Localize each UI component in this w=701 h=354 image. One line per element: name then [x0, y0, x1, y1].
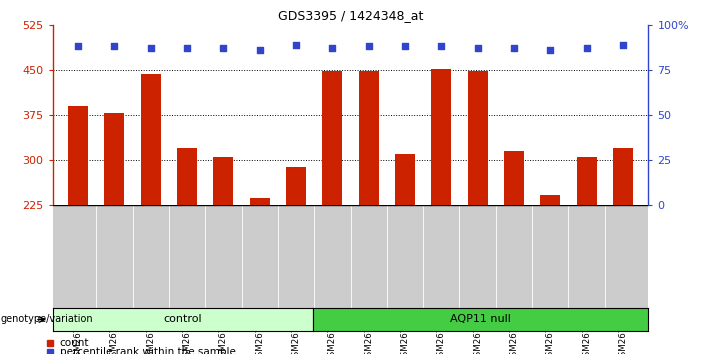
- Bar: [322, 70, 342, 205]
- Point: [472, 45, 483, 51]
- Bar: [359, 70, 379, 205]
- Title: GDS3395 / 1424348_at: GDS3395 / 1424348_at: [278, 9, 423, 22]
- Bar: [286, 167, 306, 205]
- Point: [254, 47, 265, 53]
- Bar: [577, 157, 597, 205]
- Bar: [68, 106, 88, 205]
- Bar: [431, 69, 451, 205]
- Text: count: count: [60, 338, 89, 348]
- Bar: [613, 148, 633, 205]
- Point: [327, 45, 338, 51]
- Point: [218, 45, 229, 51]
- Bar: [468, 71, 488, 205]
- Point: [618, 42, 629, 47]
- Point: [436, 44, 447, 49]
- Text: control: control: [163, 314, 202, 325]
- Point: [545, 47, 556, 53]
- Point: [363, 44, 374, 49]
- Point: [400, 44, 411, 49]
- Bar: [504, 151, 524, 205]
- Bar: [177, 148, 197, 205]
- Text: AQP11 null: AQP11 null: [451, 314, 511, 325]
- Bar: [104, 113, 124, 205]
- Point: [182, 45, 193, 51]
- Text: genotype/variation: genotype/variation: [1, 314, 93, 325]
- Text: percentile rank within the sample: percentile rank within the sample: [60, 347, 236, 354]
- Point: [581, 45, 592, 51]
- Bar: [395, 154, 415, 205]
- Bar: [213, 157, 233, 205]
- Point: [109, 44, 120, 49]
- Bar: [540, 195, 560, 205]
- Point: [72, 44, 83, 49]
- Point: [145, 45, 156, 51]
- Point: [508, 45, 519, 51]
- Bar: [250, 198, 270, 205]
- Bar: [141, 74, 161, 205]
- Point: [290, 42, 301, 47]
